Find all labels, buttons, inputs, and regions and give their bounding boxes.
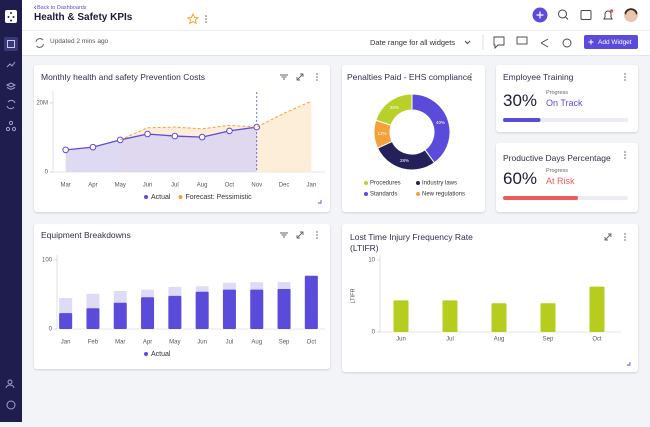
add-widget-button[interactable] xyxy=(584,35,638,49)
widget-title: Lost Time Injury Frequency Rate (LTIFR) xyxy=(350,232,473,253)
nav-help[interactable] xyxy=(6,400,16,410)
widget-title: Monthly health and safety Prevention Cos… xyxy=(41,72,205,82)
nav-users[interactable] xyxy=(7,379,13,385)
card-productive-days xyxy=(496,143,638,212)
kpi-progress-label: Progress xyxy=(546,168,569,174)
widget-title: Equipment Breakdowns xyxy=(41,230,131,240)
widget-title: Penalties Paid - EHS compliance xyxy=(347,72,472,82)
card-prevention-costs xyxy=(34,65,330,212)
kpi-status: At Risk xyxy=(546,176,575,186)
back-link[interactable]: Back to Dashboards xyxy=(37,5,87,11)
nav-layers[interactable] xyxy=(5,82,17,91)
card-equipment xyxy=(34,224,330,369)
updated-text: Updated 2 mins ago xyxy=(50,38,109,45)
toolbar xyxy=(22,30,650,56)
kpi-title: Productive Days Percentage xyxy=(503,153,611,163)
add-widget-label[interactable]: Add Widget xyxy=(598,38,632,46)
logo xyxy=(5,10,17,23)
nav-dashboard[interactable] xyxy=(4,37,18,51)
kpi-status: On Track xyxy=(546,98,583,108)
kpi-title: Employee Training xyxy=(503,72,574,82)
card-ltifr xyxy=(342,224,638,372)
card-penalties xyxy=(342,65,485,212)
sidebar-icons xyxy=(4,10,18,410)
kpi-value: 60% xyxy=(503,169,538,188)
sidebar xyxy=(0,0,22,422)
kpi-value: 30% xyxy=(503,91,538,110)
kpi-progress-label: Progress xyxy=(546,90,569,96)
nav-sync[interactable] xyxy=(6,99,16,110)
date-range[interactable]: Date range for all widgets xyxy=(370,37,456,47)
nav-network[interactable] xyxy=(8,120,14,126)
nav-trends[interactable] xyxy=(6,61,16,68)
dashboard-title: Health & Safety KPIs xyxy=(34,12,133,23)
